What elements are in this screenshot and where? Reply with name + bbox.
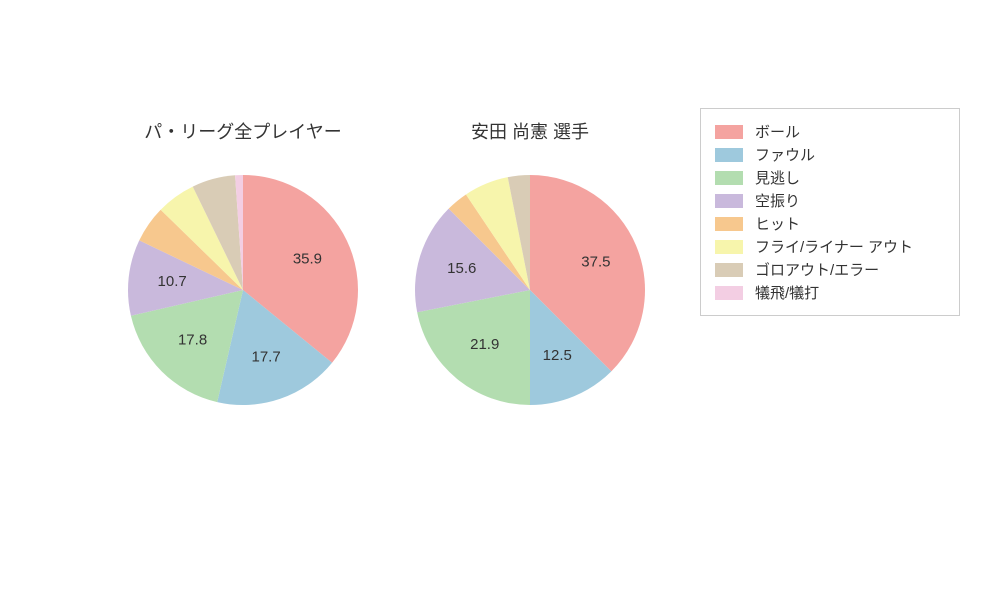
legend-label-ball: ボール xyxy=(755,121,800,142)
legend-swatch-looking xyxy=(715,171,743,185)
pie-player-label-swing_miss: 15.6 xyxy=(447,260,476,277)
legend-label-looking: 見逃し xyxy=(755,167,800,188)
legend-item-swing_miss: 空振り xyxy=(715,190,945,211)
legend-label-foul: ファウル xyxy=(755,144,815,165)
legend-item-fly_liner: フライ/ライナー アウト xyxy=(715,236,945,257)
legend-label-sac: 犠飛/犠打 xyxy=(755,282,819,303)
legend-label-swing_miss: 空振り xyxy=(755,190,800,211)
legend-item-ball: ボール xyxy=(715,121,945,142)
legend-item-ground_err: ゴロアウト/エラー xyxy=(715,259,945,280)
legend: ボールファウル見逃し空振りヒットフライ/ライナー アウトゴロアウト/エラー犠飛/… xyxy=(700,108,960,316)
legend-swatch-swing_miss xyxy=(715,194,743,208)
legend-item-looking: 見逃し xyxy=(715,167,945,188)
legend-label-ground_err: ゴロアウト/エラー xyxy=(755,259,879,280)
pie-player-label-ball: 37.5 xyxy=(581,254,610,271)
pie-player-label-looking: 21.9 xyxy=(470,336,499,353)
legend-label-hit: ヒット xyxy=(755,213,800,234)
pie-player-label-foul: 12.5 xyxy=(543,347,572,364)
legend-swatch-fly_liner xyxy=(715,240,743,254)
legend-swatch-ground_err xyxy=(715,263,743,277)
legend-swatch-hit xyxy=(715,217,743,231)
legend-swatch-foul xyxy=(715,148,743,162)
chart-stage: 35.917.717.810.7パ・リーグ全プレイヤー37.512.521.91… xyxy=(0,0,1000,600)
legend-label-fly_liner: フライ/ライナー アウト xyxy=(755,236,913,257)
legend-item-sac: 犠飛/犠打 xyxy=(715,282,945,303)
legend-item-hit: ヒット xyxy=(715,213,945,234)
legend-item-foul: ファウル xyxy=(715,144,945,165)
legend-swatch-ball xyxy=(715,125,743,139)
pie-player-title: 安田 尚憲 選手 xyxy=(471,118,589,144)
legend-swatch-sac xyxy=(715,286,743,300)
